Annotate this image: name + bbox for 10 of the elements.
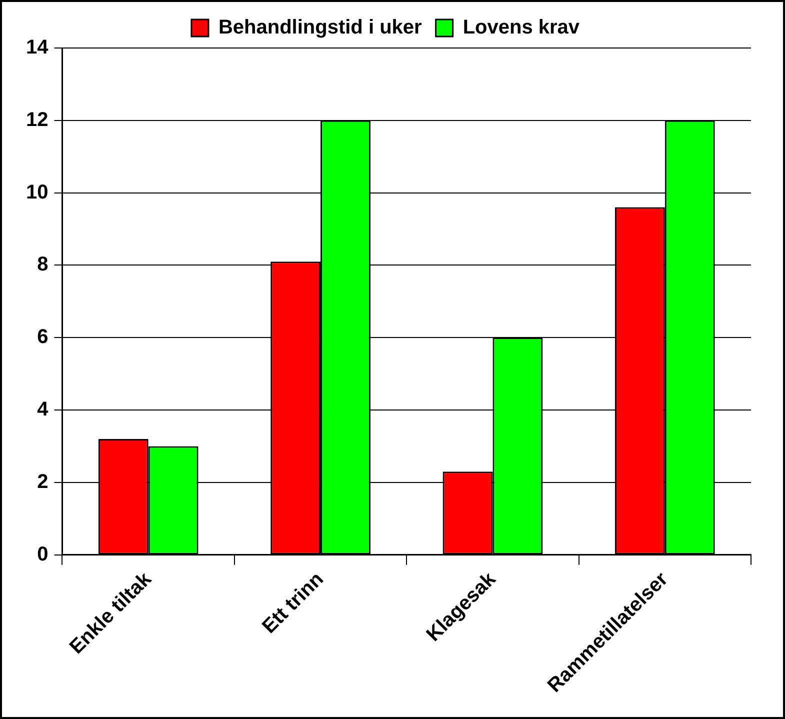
y-tick-label: 6: [37, 326, 48, 348]
y-tick-label: 8: [37, 254, 48, 276]
y-tick-label: 2: [37, 470, 48, 493]
y-tick-label: 0: [37, 543, 48, 566]
y-tick-label: 4: [37, 398, 50, 421]
y-tick-label: 14: [26, 36, 50, 59]
legend-label: Behandlingstid i uker: [218, 16, 422, 39]
y-tick-label: 12: [26, 108, 48, 131]
legend-label: Lovens krav: [462, 16, 580, 39]
y-tick-label: 10: [26, 181, 48, 204]
